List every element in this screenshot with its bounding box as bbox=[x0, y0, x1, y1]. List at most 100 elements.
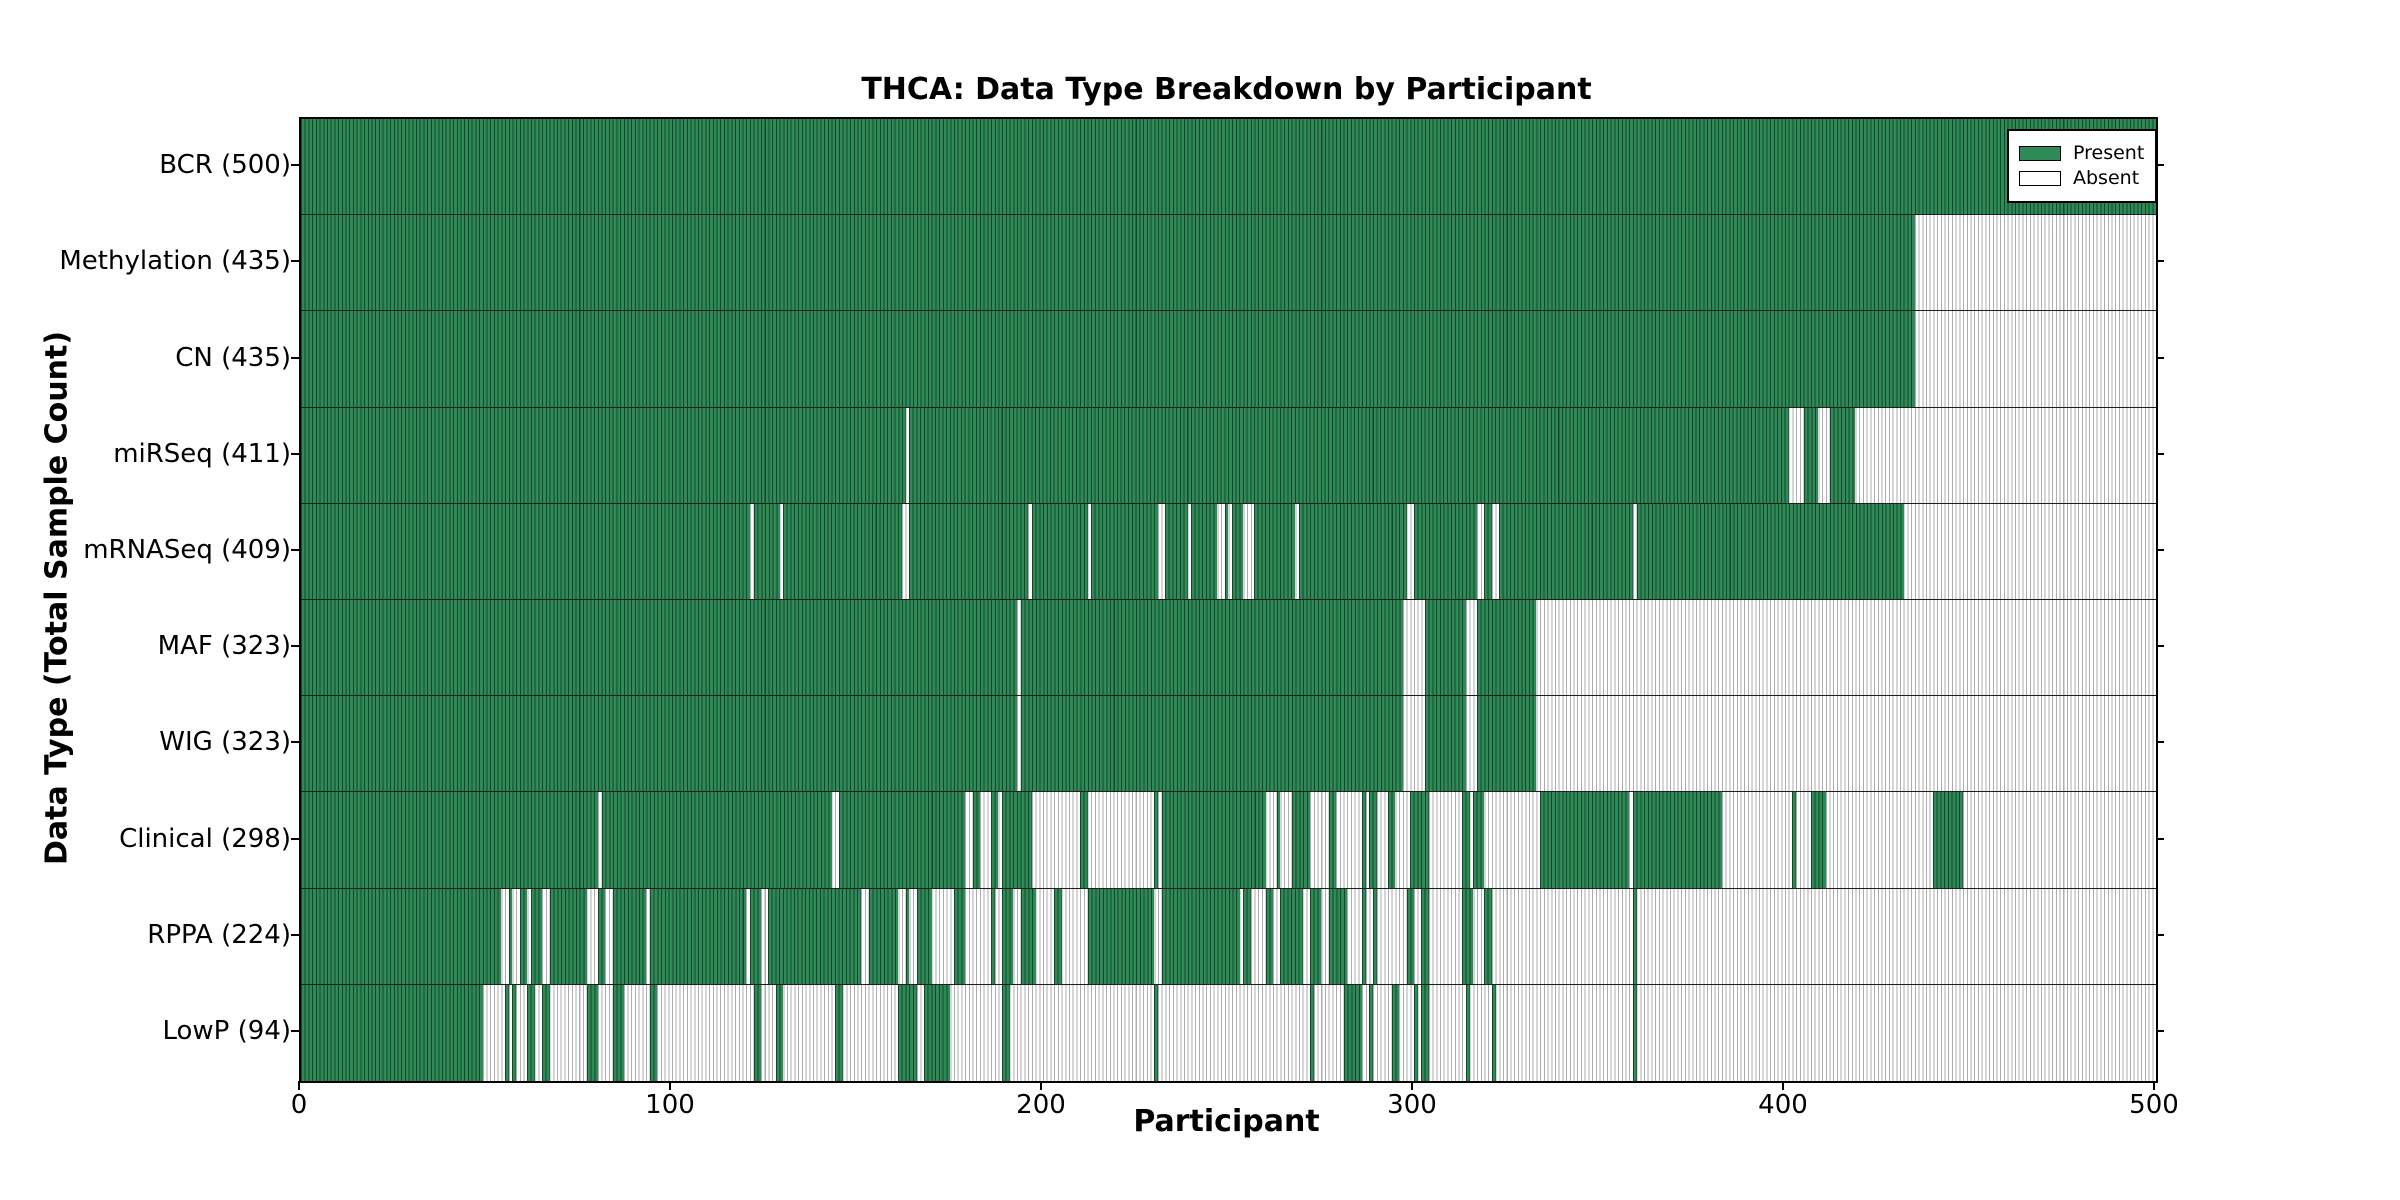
present-segment-Clinical bbox=[991, 792, 999, 888]
ytick-right bbox=[2156, 356, 2164, 359]
present-segment-miRSeq bbox=[1829, 407, 1856, 503]
present-segment-LowP bbox=[1154, 984, 1158, 1081]
present-segment-Clinical bbox=[1362, 792, 1366, 888]
present-segment-RPPA bbox=[1280, 888, 1303, 984]
present-segment-mRNASeq bbox=[1414, 503, 1478, 599]
present-segment-mRNASeq bbox=[1484, 503, 1492, 599]
present-segment-RPPA bbox=[1328, 888, 1348, 984]
present-segment-Clinical bbox=[601, 792, 832, 888]
legend-item-present: Present bbox=[2019, 142, 2145, 164]
present-segment-Clinical bbox=[1810, 792, 1826, 888]
present-segment-RPPA bbox=[1632, 888, 1637, 984]
ytick-left bbox=[291, 164, 299, 167]
present-segment-LowP bbox=[527, 984, 535, 1081]
present-segment-Clinical bbox=[1388, 792, 1396, 888]
present-segment-RPPA bbox=[1484, 888, 1492, 984]
present-segment-LowP bbox=[1391, 984, 1400, 1081]
present-segment-Clinical bbox=[1462, 792, 1470, 888]
present-segment-RPPA bbox=[1373, 888, 1377, 984]
xtick-mark-200 bbox=[1040, 1081, 1042, 1090]
ytick-left bbox=[291, 645, 299, 648]
ytick-left bbox=[291, 548, 299, 551]
present-segment-miRSeq bbox=[301, 407, 906, 503]
present-segment-LowP bbox=[1369, 984, 1374, 1081]
ytick-left bbox=[291, 741, 299, 744]
chart-title: THCA: Data Type Breakdown by Participant bbox=[861, 72, 1592, 107]
present-segment-RPPA bbox=[549, 888, 587, 984]
xtick-label-300: 300 bbox=[1387, 1090, 1437, 1120]
present-segment-mRNASeq bbox=[909, 503, 1029, 599]
row-RPPA bbox=[301, 888, 2156, 985]
ytick-right bbox=[2156, 260, 2164, 263]
row-mRNASeq bbox=[301, 503, 2156, 600]
present-segment-RPPA bbox=[905, 888, 910, 984]
present-segment-RPPA bbox=[916, 888, 932, 984]
present-segment-RPPA bbox=[953, 888, 966, 984]
legend-swatch-present-icon bbox=[2019, 145, 2061, 161]
present-segment-Clinical bbox=[1161, 792, 1266, 888]
present-segment-LowP bbox=[1632, 984, 1637, 1081]
ytick-right bbox=[2156, 164, 2164, 167]
present-segment-Clinical bbox=[1410, 792, 1429, 888]
ytick-left bbox=[291, 933, 299, 936]
row-WIG bbox=[301, 696, 2156, 793]
present-segment-Clinical bbox=[1540, 792, 1630, 888]
present-segment-LowP bbox=[505, 984, 509, 1081]
ytick-label-RPPA: RPPA (224) bbox=[147, 919, 291, 950]
ytick-label-Methylation: Methylation (435) bbox=[59, 246, 291, 277]
present-segment-LowP bbox=[586, 984, 598, 1081]
present-segment-BCR bbox=[301, 119, 2156, 215]
ytick-label-Clinical: Clinical (298) bbox=[119, 823, 291, 854]
present-segment-RPPA bbox=[1462, 888, 1474, 984]
present-segment-Clinical bbox=[1473, 792, 1485, 888]
present-segment-mRNASeq bbox=[753, 503, 780, 599]
x-axis-title: Participant bbox=[1133, 1104, 1320, 1139]
present-segment-LowP bbox=[1421, 984, 1429, 1081]
present-segment-LowP bbox=[753, 984, 762, 1081]
present-segment-mRNASeq bbox=[1499, 503, 1633, 599]
xtick-label-400: 400 bbox=[1758, 1090, 1808, 1120]
present-segment-Clinical bbox=[1291, 792, 1311, 888]
present-segment-RPPA bbox=[1054, 888, 1062, 984]
present-segment-LowP bbox=[1414, 984, 1418, 1081]
present-segment-miRSeq bbox=[1803, 407, 1819, 503]
ytick-label-CN: CN (435) bbox=[175, 342, 291, 373]
row-BCR bbox=[301, 119, 2156, 216]
ytick-right bbox=[2156, 741, 2164, 744]
present-segment-LowP bbox=[924, 984, 951, 1081]
present-segment-RPPA bbox=[649, 888, 747, 984]
present-segment-Clinical bbox=[1276, 792, 1281, 888]
present-segment-Clinical bbox=[972, 792, 980, 888]
present-segment-mRNASeq bbox=[1232, 503, 1244, 599]
present-segment-mRNASeq bbox=[1298, 503, 1407, 599]
present-segment-LowP bbox=[512, 984, 517, 1081]
present-segment-LowP bbox=[1310, 984, 1314, 1081]
present-segment-Clinical bbox=[1933, 792, 1964, 888]
present-segment-Clinical bbox=[1080, 792, 1088, 888]
present-segment-RPPA bbox=[749, 888, 762, 984]
present-segment-CN bbox=[301, 311, 1915, 407]
present-segment-RPPA bbox=[519, 888, 528, 984]
ytick-right bbox=[2156, 1029, 2164, 1032]
row-Methylation bbox=[301, 215, 2156, 312]
row-Clinical bbox=[301, 792, 2156, 889]
present-segment-RPPA bbox=[1362, 888, 1366, 984]
present-segment-mRNASeq bbox=[1224, 503, 1229, 599]
present-segment-mRNASeq bbox=[1165, 503, 1188, 599]
legend: Present Absent bbox=[2007, 129, 2157, 203]
y-axis-title: Data Type (Total Sample Count) bbox=[39, 330, 75, 866]
ytick-label-LowP: LowP (94) bbox=[162, 1015, 291, 1046]
legend-item-absent: Absent bbox=[2019, 167, 2145, 189]
present-segment-RPPA bbox=[1310, 888, 1322, 984]
present-segment-LowP bbox=[835, 984, 843, 1081]
present-segment-Clinical bbox=[1002, 792, 1032, 888]
ytick-right bbox=[2156, 933, 2164, 936]
legend-swatch-absent-icon bbox=[2019, 170, 2061, 186]
xtick-mark-400 bbox=[1782, 1081, 1784, 1090]
ytick-left bbox=[291, 1029, 299, 1032]
ytick-left bbox=[291, 260, 299, 263]
present-segment-Clinical bbox=[301, 792, 598, 888]
present-segment-MAF bbox=[1425, 599, 1466, 696]
row-MAF bbox=[301, 599, 2156, 697]
